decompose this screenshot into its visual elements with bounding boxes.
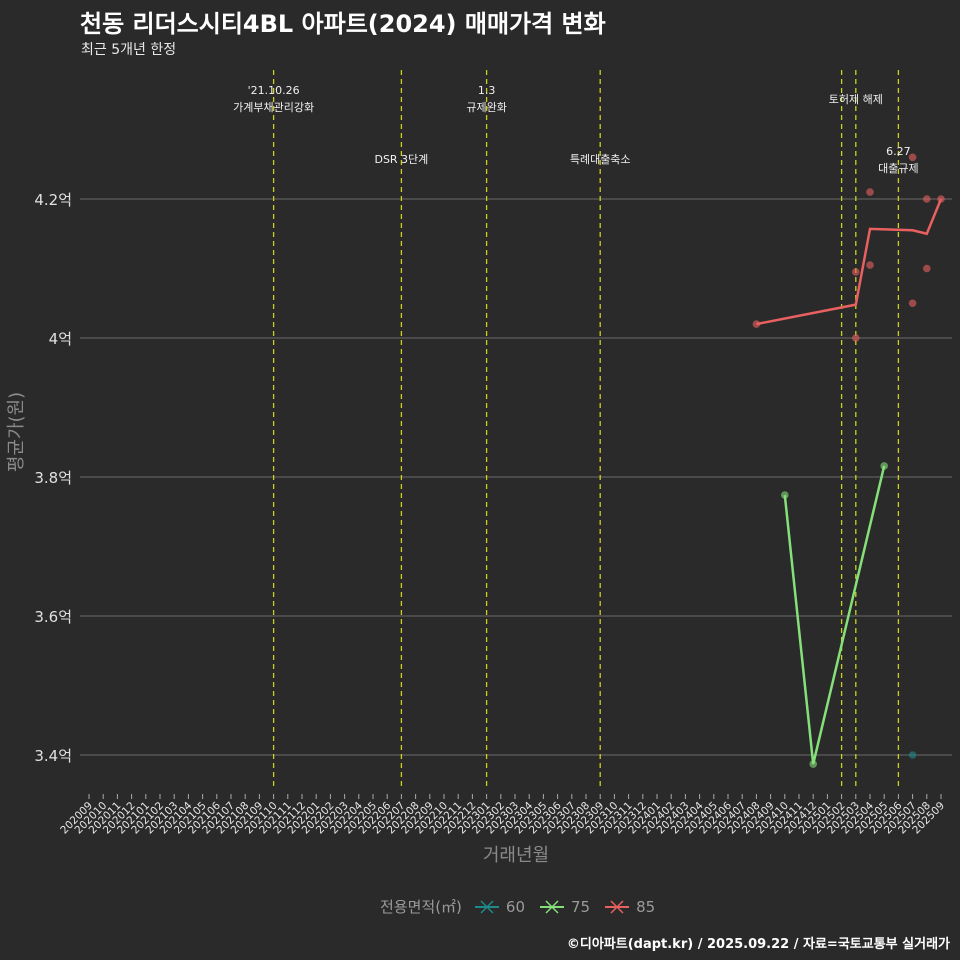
data-point-85 [852, 334, 860, 342]
data-point-85 [866, 188, 874, 196]
y-tick-label: 4억 [49, 330, 72, 348]
series-line-85 [756, 198, 943, 326]
y-tick-label: 3.8억 [34, 469, 72, 487]
legend-label: 85 [636, 897, 656, 916]
legend-key-icon [605, 899, 630, 914]
event-label: 대출규제 [878, 162, 918, 175]
event-label: '21.10.26 [248, 84, 300, 97]
data-point-85 [923, 195, 931, 203]
y-tick-label: 3.6억 [34, 608, 72, 626]
legend-key-icon [540, 899, 564, 914]
legend-title: 전용면적(㎡) [380, 898, 462, 916]
legend-item-75: 75 [539, 897, 590, 917]
data-point-85 [908, 299, 917, 308]
legend: 전용면적(㎡) 60 75 85 [380, 896, 655, 917]
event-label: 가계부채관리강화 [233, 101, 314, 114]
legend-item-60: 60 [474, 897, 525, 917]
event-label: 토허제 해제 [829, 92, 883, 106]
data-point-85 [752, 320, 761, 328]
legend-key-icon [474, 899, 499, 914]
legend-item-85: 85 [604, 897, 655, 917]
data-point-85 [866, 261, 874, 269]
event-label: 1.3 [478, 84, 496, 97]
data-point-85 [908, 153, 917, 162]
y-axis-title: 평균가(원) [6, 392, 27, 472]
legend-label: 60 [505, 897, 525, 916]
chart-title: 천동 리더스시티4BL 아파트(2024) 매매가격 변화 [80, 10, 606, 38]
event-label: DSR 3단계 [374, 153, 428, 166]
data-point-85 [852, 268, 860, 276]
series-line-75 [783, 465, 886, 765]
legend-label: 75 [571, 897, 591, 916]
event-label: 6.27 [886, 145, 911, 158]
data-point-85 [923, 264, 931, 273]
event-label: 규제완화 [466, 101, 506, 114]
data-point-60 [908, 751, 917, 759]
caption: ©디아파트(dapt.kr) / 2025.09.22 / 자료=국토교통부 실… [566, 937, 950, 952]
chart-subtitle: 최근 5개년 한정 [81, 42, 177, 58]
y-tick-label: 4.2억 [34, 191, 72, 209]
x-axis-title: 거래년월 [483, 845, 549, 866]
event-label: 특례대출축소 [570, 153, 631, 166]
y-tick-label: 3.4억 [34, 747, 72, 765]
